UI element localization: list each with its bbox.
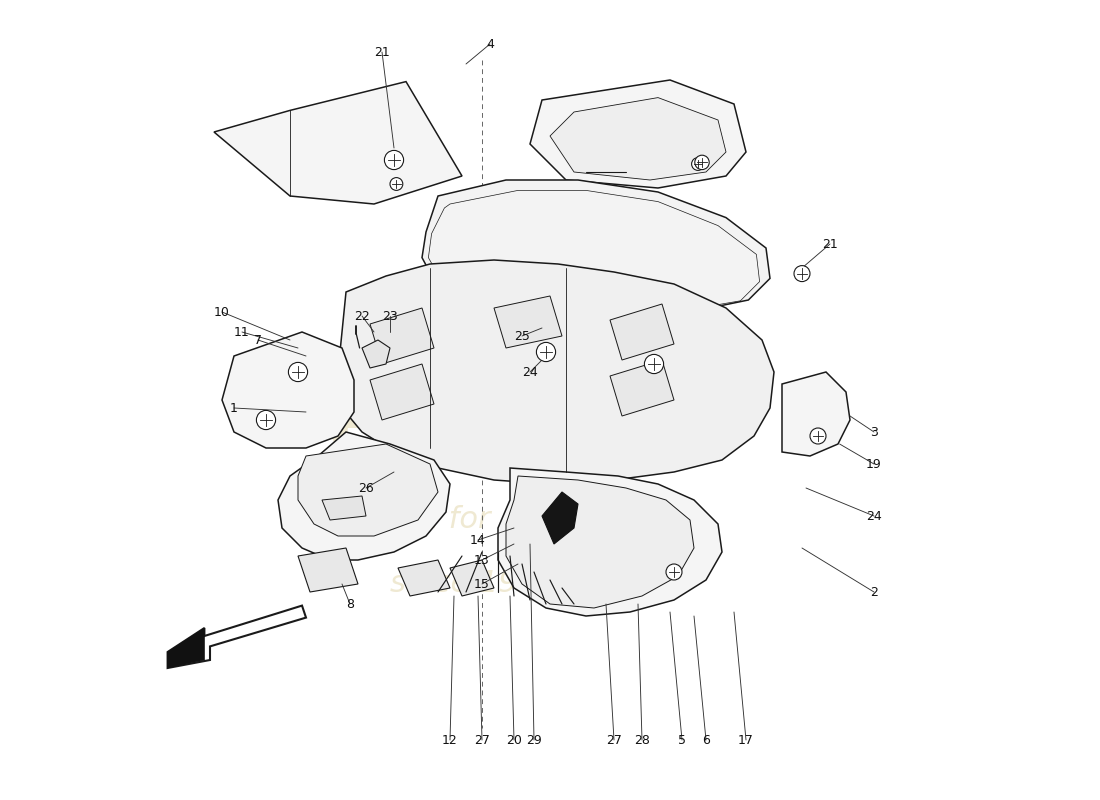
Polygon shape xyxy=(298,548,358,592)
Polygon shape xyxy=(167,606,306,668)
Text: 19: 19 xyxy=(866,458,882,470)
Text: 29: 29 xyxy=(526,734,542,746)
Text: 21: 21 xyxy=(374,46,389,58)
Text: 22: 22 xyxy=(354,310,370,322)
Circle shape xyxy=(537,342,556,362)
Text: 21: 21 xyxy=(822,238,838,250)
Text: 15: 15 xyxy=(474,578,490,590)
Text: 14: 14 xyxy=(470,534,486,546)
Polygon shape xyxy=(450,560,494,596)
Polygon shape xyxy=(782,372,850,456)
Text: 6: 6 xyxy=(702,734,710,746)
Text: 11: 11 xyxy=(234,326,250,338)
Text: 2: 2 xyxy=(870,586,878,598)
Polygon shape xyxy=(506,476,694,608)
Polygon shape xyxy=(498,468,722,616)
Text: 24: 24 xyxy=(866,510,882,522)
Text: 23: 23 xyxy=(382,310,398,322)
Text: 10: 10 xyxy=(214,306,230,318)
Text: 28: 28 xyxy=(634,734,650,746)
Text: 27: 27 xyxy=(474,734,490,746)
Circle shape xyxy=(256,410,276,430)
Polygon shape xyxy=(222,332,354,448)
Text: 25: 25 xyxy=(514,330,530,342)
Polygon shape xyxy=(298,444,438,536)
Polygon shape xyxy=(610,304,674,360)
Text: since 1985: since 1985 xyxy=(390,570,557,598)
Circle shape xyxy=(810,428,826,444)
Text: 7: 7 xyxy=(254,334,262,346)
Polygon shape xyxy=(550,98,726,180)
Polygon shape xyxy=(338,260,774,484)
Polygon shape xyxy=(398,560,450,596)
Text: a passion for: a passion for xyxy=(294,506,491,534)
Circle shape xyxy=(692,158,704,170)
Polygon shape xyxy=(370,364,434,420)
Text: 26: 26 xyxy=(359,482,374,494)
Polygon shape xyxy=(422,180,770,315)
Polygon shape xyxy=(494,296,562,348)
Polygon shape xyxy=(610,360,674,416)
Text: 20: 20 xyxy=(506,734,521,746)
Text: 27: 27 xyxy=(606,734,621,746)
Circle shape xyxy=(288,362,308,382)
Polygon shape xyxy=(278,432,450,560)
Polygon shape xyxy=(167,628,205,668)
Circle shape xyxy=(390,178,403,190)
Circle shape xyxy=(666,564,682,580)
Polygon shape xyxy=(362,340,390,368)
Polygon shape xyxy=(214,82,462,204)
Polygon shape xyxy=(370,308,434,364)
Text: 1: 1 xyxy=(230,402,238,414)
Text: 13: 13 xyxy=(474,554,490,566)
Text: 12: 12 xyxy=(442,734,458,746)
Text: 8: 8 xyxy=(346,598,354,610)
Text: 3: 3 xyxy=(870,426,878,438)
Text: 5: 5 xyxy=(678,734,686,746)
Circle shape xyxy=(695,155,710,170)
Text: 4: 4 xyxy=(486,38,494,50)
Polygon shape xyxy=(542,492,578,544)
Polygon shape xyxy=(530,80,746,188)
Polygon shape xyxy=(322,496,366,520)
Text: europ: europ xyxy=(326,378,646,470)
Text: 24: 24 xyxy=(522,366,538,378)
Circle shape xyxy=(384,150,404,170)
Circle shape xyxy=(794,266,810,282)
Circle shape xyxy=(645,354,663,374)
Text: 17: 17 xyxy=(738,734,754,746)
